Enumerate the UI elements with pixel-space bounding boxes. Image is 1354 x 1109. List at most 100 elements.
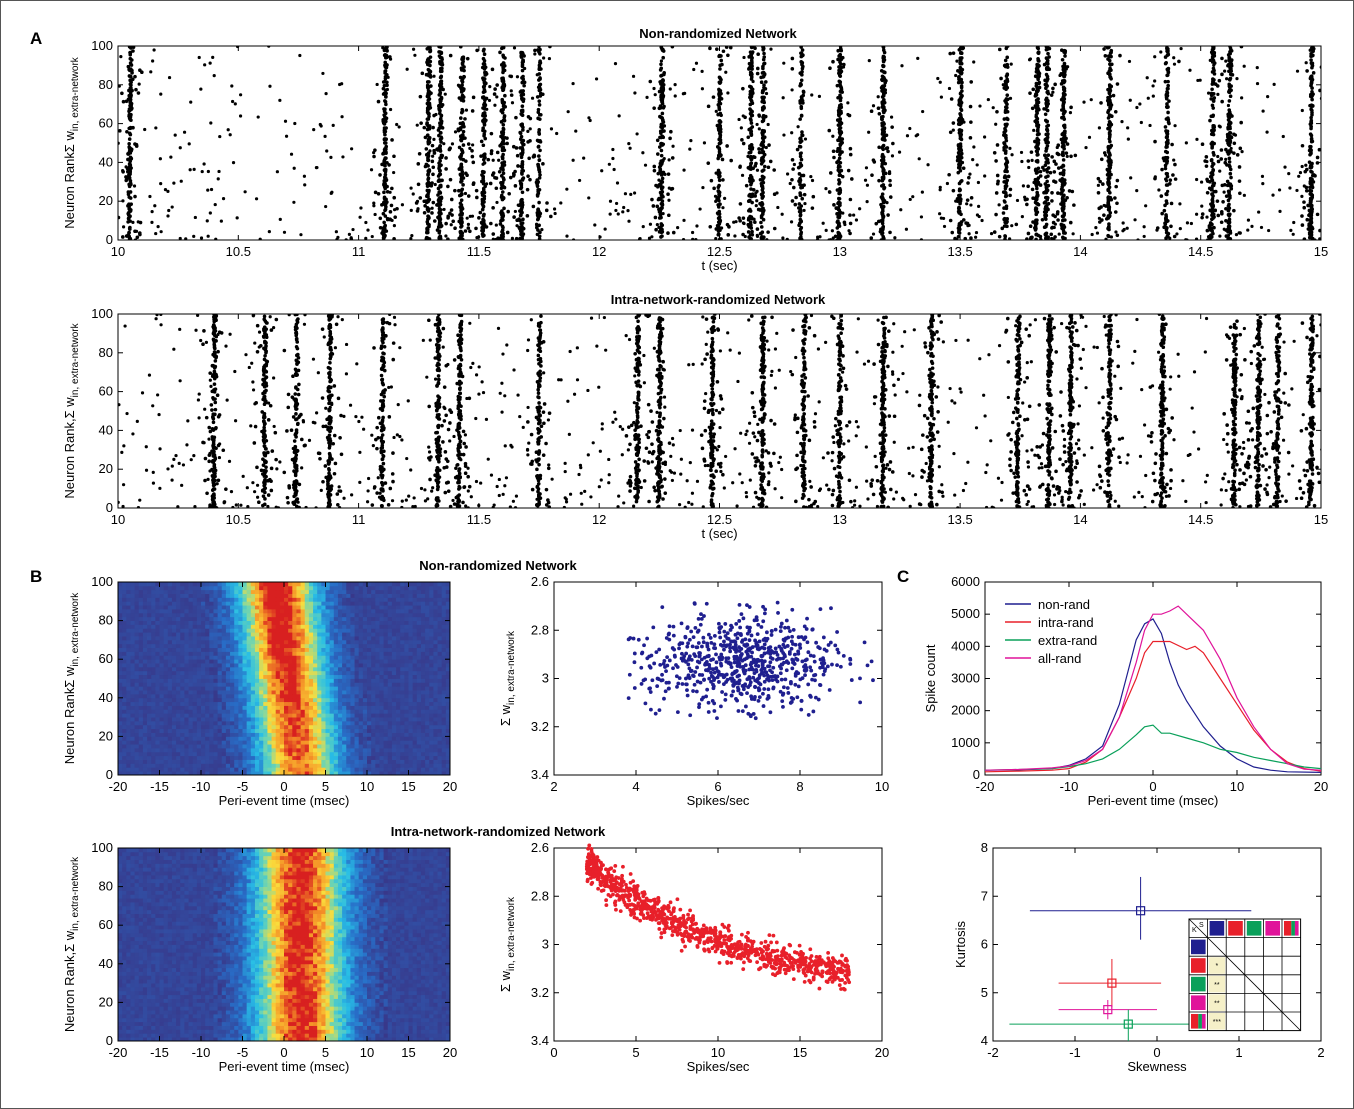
spike-dot bbox=[782, 96, 785, 99]
spike-dot bbox=[1311, 104, 1315, 108]
spike-dot bbox=[1212, 81, 1216, 85]
spike-dot bbox=[718, 221, 722, 225]
spike-dot bbox=[1292, 221, 1295, 224]
spike-dot bbox=[622, 206, 625, 209]
spike-dot bbox=[382, 87, 386, 91]
spike-dot bbox=[502, 215, 505, 218]
spike-dot bbox=[1179, 47, 1182, 50]
spike-dot bbox=[1309, 201, 1313, 205]
spike-dot bbox=[486, 158, 490, 162]
spike-dot bbox=[1216, 84, 1220, 88]
spike-dot bbox=[762, 75, 766, 79]
spike-dot bbox=[977, 205, 980, 208]
spike-dot bbox=[471, 215, 474, 218]
spike-dot bbox=[799, 213, 803, 217]
spike-dot bbox=[1205, 164, 1209, 168]
spike-dot bbox=[125, 165, 128, 168]
spike-dot bbox=[1035, 90, 1039, 94]
spike-dot bbox=[877, 107, 880, 110]
spike-dot bbox=[1005, 56, 1009, 60]
spike-dot bbox=[786, 172, 789, 175]
spike-dot bbox=[1060, 116, 1064, 120]
spike-dot bbox=[1061, 223, 1065, 227]
spike-dot bbox=[137, 91, 141, 95]
spike-dot bbox=[212, 487, 216, 491]
spike-dot bbox=[714, 195, 717, 198]
spike-dot bbox=[718, 67, 722, 71]
spike-dot bbox=[559, 201, 562, 204]
spike-dot bbox=[837, 191, 841, 195]
spike-dot bbox=[799, 210, 803, 214]
spike-dot bbox=[1062, 213, 1066, 217]
spike-dot bbox=[383, 209, 387, 213]
spike-dot bbox=[134, 88, 138, 92]
spike-dot bbox=[129, 127, 133, 131]
spike-dot bbox=[1278, 188, 1281, 191]
spike-dot bbox=[880, 195, 884, 199]
spike-dot bbox=[393, 224, 396, 227]
spike-dot bbox=[652, 165, 656, 169]
spike-dot bbox=[440, 56, 444, 60]
spike-dot bbox=[891, 142, 895, 146]
spike-dot bbox=[1005, 184, 1009, 188]
spike-dot bbox=[668, 137, 672, 141]
spike-dot bbox=[234, 102, 237, 105]
spike-dot bbox=[1035, 171, 1039, 175]
spike-dot bbox=[966, 181, 970, 185]
spike-dot bbox=[1210, 87, 1214, 91]
spike-dot bbox=[1225, 194, 1229, 198]
spike-dot bbox=[1228, 99, 1232, 103]
spike-dot bbox=[483, 120, 487, 124]
spike-dot bbox=[582, 157, 585, 160]
spike-dot bbox=[659, 216, 663, 220]
spike-dot bbox=[515, 146, 519, 150]
spike-dot bbox=[521, 226, 525, 230]
spike-dot bbox=[168, 76, 171, 79]
spike-dot bbox=[1186, 221, 1189, 224]
spike-dot bbox=[1121, 229, 1124, 232]
spike-dot bbox=[198, 56, 201, 59]
spike-dot bbox=[742, 216, 746, 220]
spike-dot bbox=[1020, 151, 1023, 154]
spike-dot bbox=[480, 140, 483, 143]
spike-dot bbox=[133, 184, 136, 187]
spike-dot bbox=[747, 128, 751, 132]
spike-dot bbox=[801, 133, 805, 137]
spike-dot bbox=[1050, 191, 1054, 195]
spike-dot bbox=[1107, 214, 1111, 218]
spike-dot bbox=[1128, 60, 1131, 63]
spike-dot bbox=[655, 205, 659, 209]
spike-dot bbox=[611, 157, 614, 160]
spike-dot bbox=[460, 88, 464, 92]
spike-dot bbox=[450, 198, 454, 202]
spike-dot bbox=[423, 204, 427, 208]
spike-dot bbox=[750, 73, 754, 77]
spike-dot bbox=[1310, 177, 1314, 181]
spike-dot bbox=[762, 58, 766, 62]
spike-dot bbox=[1046, 66, 1050, 70]
spike-dot bbox=[213, 370, 217, 374]
spike-dot bbox=[706, 161, 710, 165]
spike-dot bbox=[1094, 226, 1097, 229]
spike-dot bbox=[213, 74, 216, 77]
spike-dot bbox=[422, 126, 426, 130]
spike-dot bbox=[425, 231, 429, 235]
spike-dot bbox=[1044, 205, 1048, 209]
spike-dot bbox=[742, 56, 745, 59]
spike-dot bbox=[512, 174, 515, 177]
spike-dot bbox=[370, 168, 373, 171]
spike-dot bbox=[797, 206, 801, 210]
spike-dot bbox=[477, 216, 481, 220]
spike-dot bbox=[718, 119, 722, 123]
spike-dot bbox=[437, 201, 441, 205]
spike-dot bbox=[520, 211, 524, 215]
spike-dot bbox=[1165, 74, 1169, 78]
spike-dot bbox=[1165, 199, 1169, 203]
spike-dot bbox=[1098, 126, 1101, 129]
spike-dot bbox=[760, 148, 764, 152]
spike-dot bbox=[720, 63, 724, 67]
spike-dot bbox=[539, 140, 543, 144]
spike-dot bbox=[1165, 179, 1168, 182]
spike-dot bbox=[1062, 183, 1066, 187]
spike-dot bbox=[1166, 53, 1170, 57]
